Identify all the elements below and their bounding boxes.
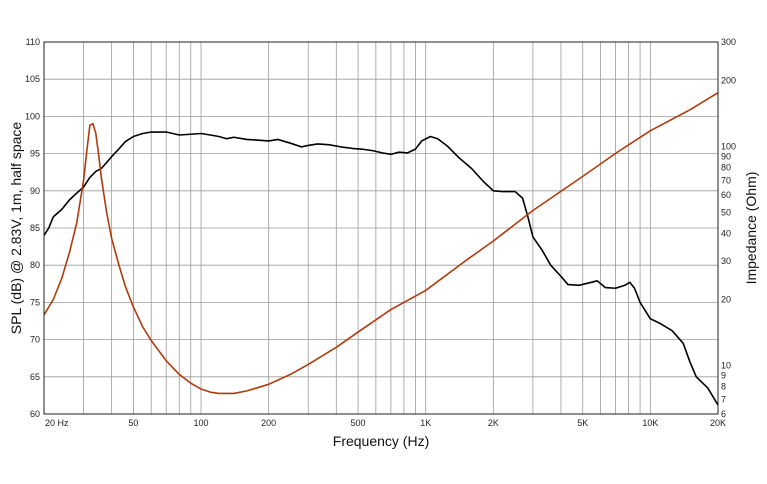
y-tick-label: 110 (26, 37, 40, 47)
y2-axis-title: Impedance (Ohm) (743, 172, 759, 285)
x-tick-label: 500 (351, 418, 366, 428)
y2-tick-label: 10 (721, 360, 731, 370)
y2-tick-label: 30 (721, 256, 731, 266)
y-tick-label: 85 (30, 223, 40, 233)
y2-tick-label: 80 (721, 163, 731, 173)
y-tick-label: 60 (30, 409, 40, 419)
y2-tick-label: 40 (721, 229, 731, 239)
y2-tick-label: 8 (721, 382, 726, 392)
y-tick-label: 95 (30, 149, 40, 159)
spl-curve (43, 131, 719, 406)
y-tick-label: 100 (25, 111, 40, 121)
y-axis-title: SPL (dB) @ 2.83V, 1m, half space (8, 122, 24, 335)
x-tick-label: 5K (577, 418, 588, 428)
y2-tick-label: 20 (721, 295, 731, 305)
grid (44, 42, 718, 414)
y2-tick-label: 90 (721, 151, 731, 161)
y-tick-label: 80 (30, 260, 40, 270)
x-tick-label: 10K (642, 418, 658, 428)
y-tick-label: 70 (30, 335, 40, 345)
y2-tick-label: 60 (721, 190, 731, 200)
x-tick-label: 1K (420, 418, 431, 428)
y2-tick-label: 70 (721, 175, 731, 185)
y-tick-label: 105 (25, 74, 40, 84)
x-tick-label: 100 (194, 418, 209, 428)
x-tick-label: 200 (261, 418, 276, 428)
y-tick-label: 65 (30, 372, 40, 382)
y2-tick-label: 6 (721, 409, 726, 419)
y2-tick-label: 100 (721, 141, 736, 151)
y2-tick-label: 300 (721, 37, 736, 47)
y2-tick-label: 50 (721, 207, 731, 217)
x-tick-label: 20 Hz (45, 418, 69, 428)
y2-tick-label: 7 (721, 394, 726, 404)
tick-labels: 20 Hz 50 100 200 500 1K 2K 5K 10K 20K606570758085… (25, 37, 736, 428)
x-tick-label: 20K (710, 418, 726, 428)
y2-tick-label: 9 (721, 370, 726, 380)
y-tick-label: 90 (30, 186, 40, 196)
x-tick-label: 50 (128, 418, 138, 428)
impedance-curve (43, 92, 719, 395)
y-tick-label: 75 (30, 297, 40, 307)
plot-frame (43, 41, 719, 415)
series-layer (43, 92, 719, 406)
x-axis-title: Frequency (Hz) (333, 433, 429, 449)
x-tick-label: 2K (488, 418, 499, 428)
y2-tick-label: 200 (721, 76, 736, 86)
